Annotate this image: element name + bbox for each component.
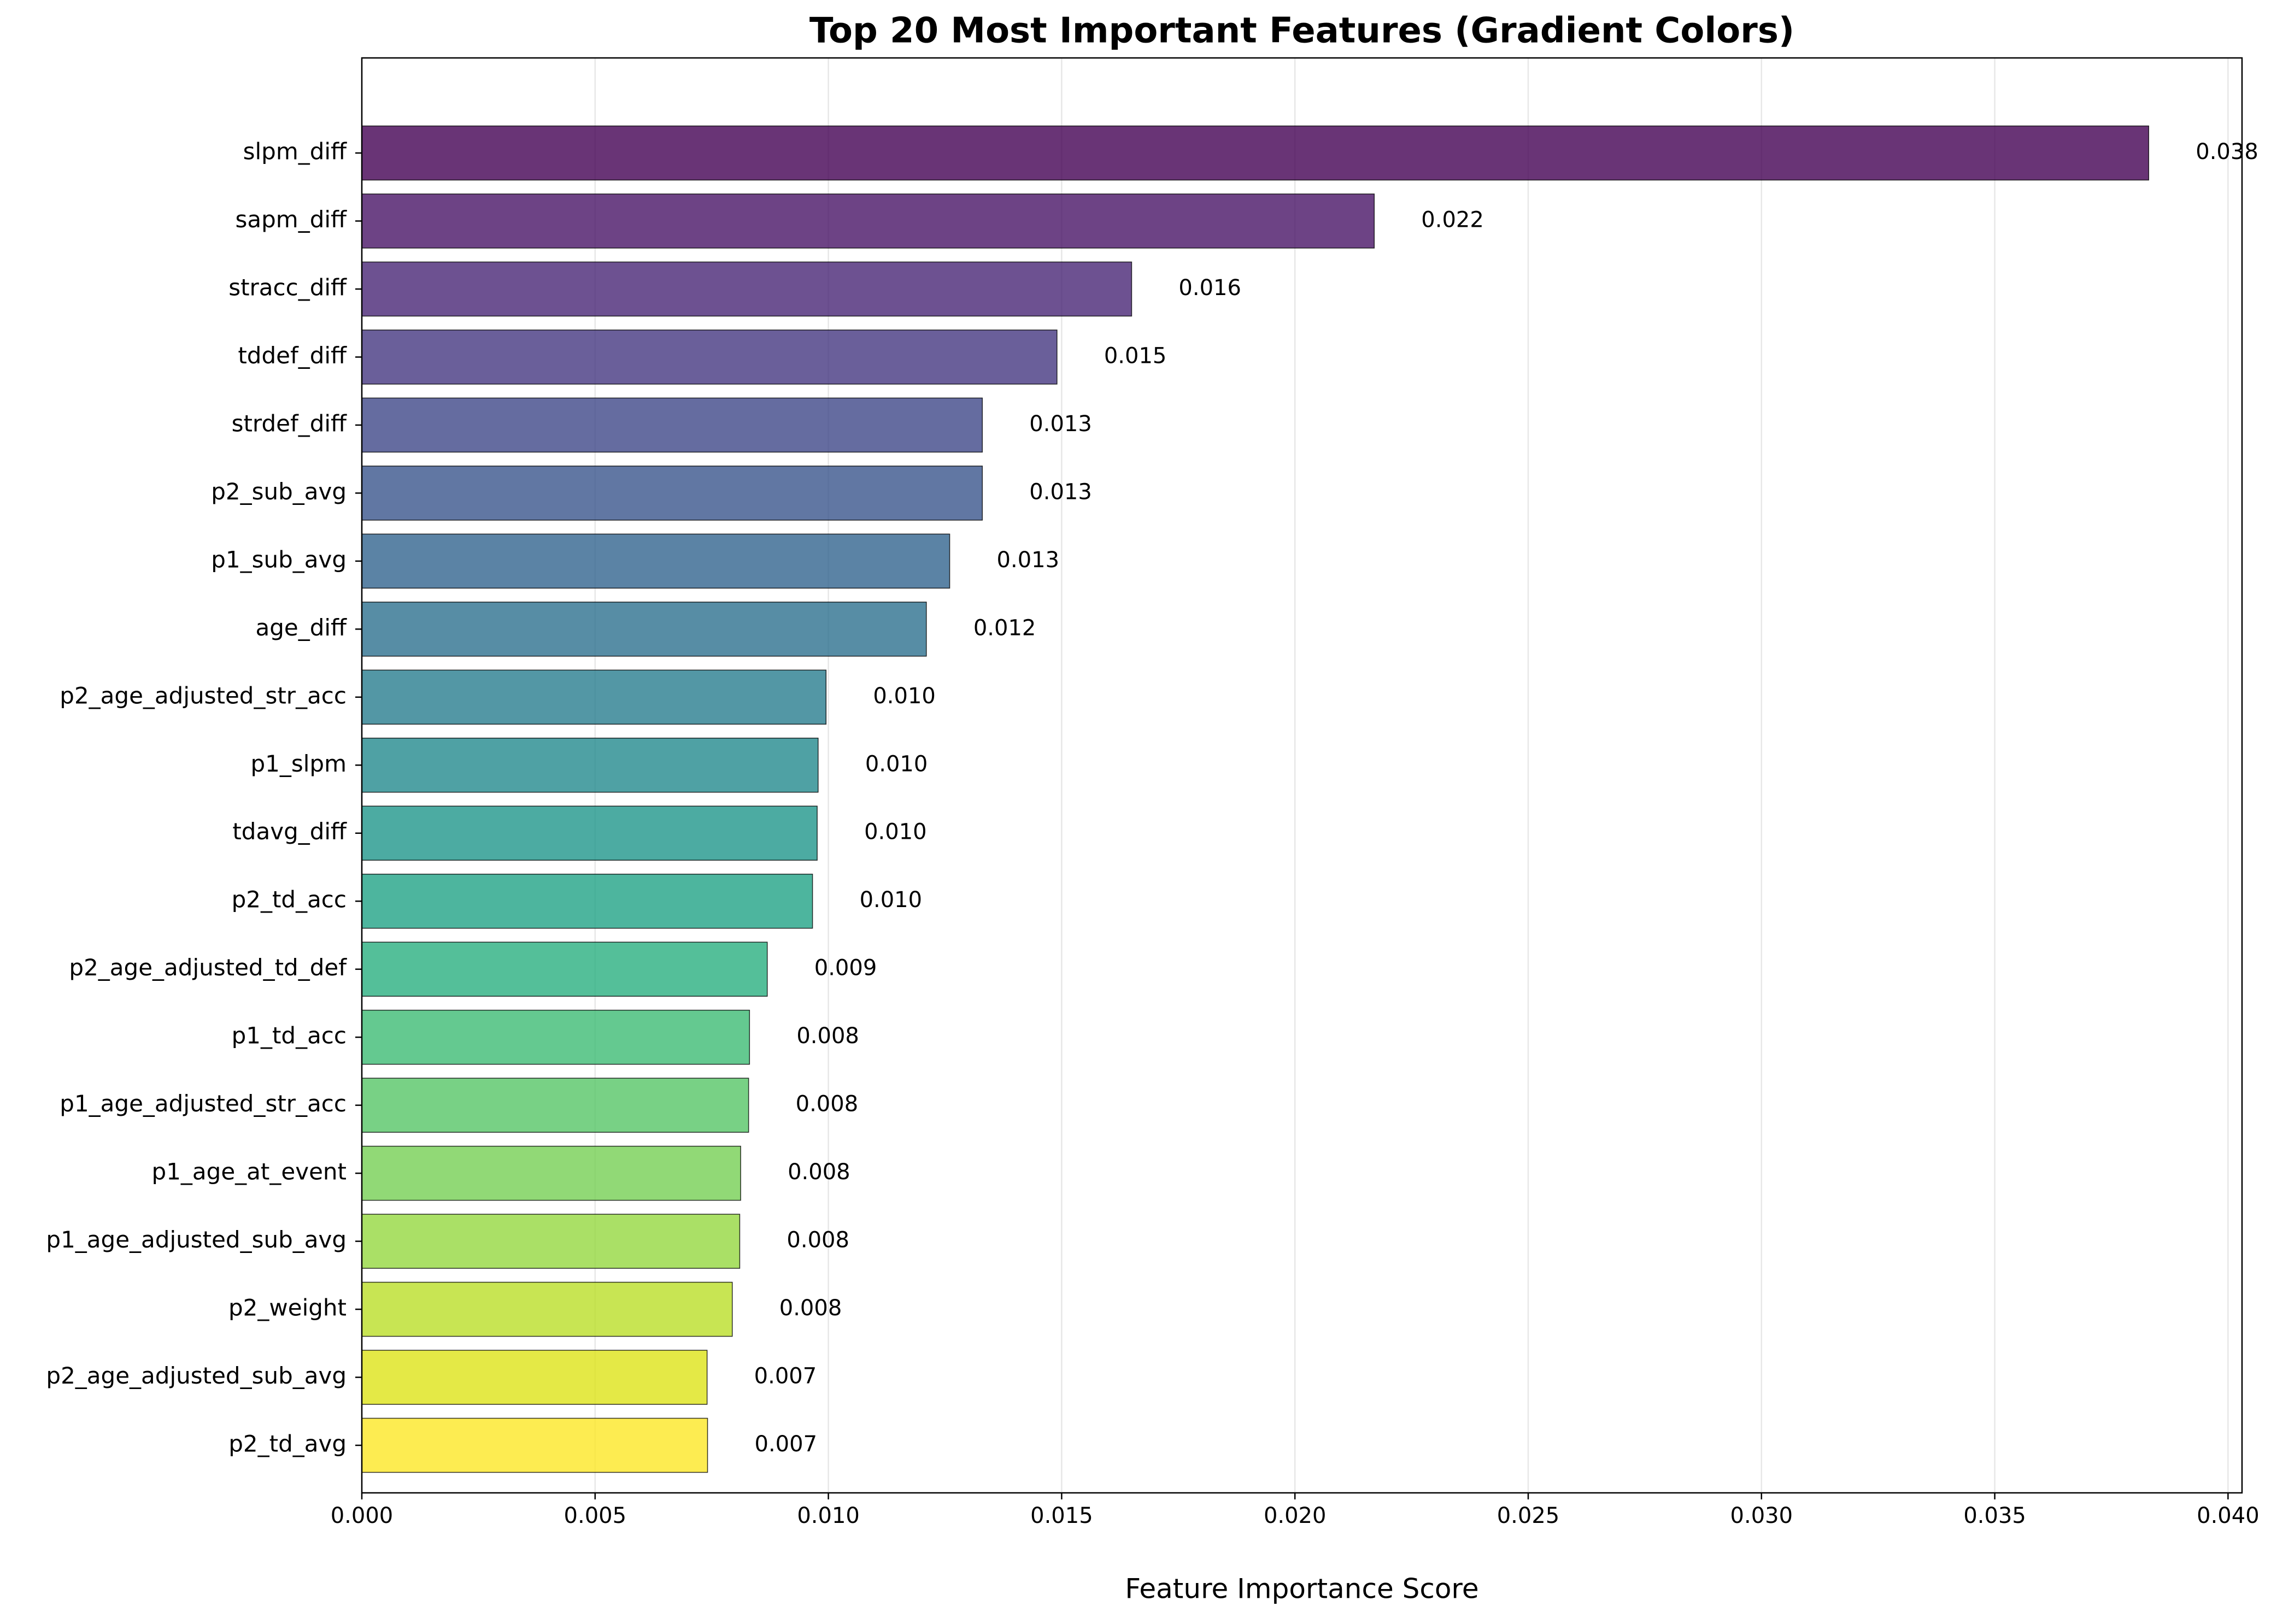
y-tick-label: p2_td_avg (228, 1431, 347, 1457)
bar-p1-age-adjusted-sub-avg (361, 1214, 741, 1269)
y-tick-label: age_diff (255, 614, 347, 641)
bar-sapm-diff (361, 193, 1375, 249)
x-tick-label: 0.000 (331, 1503, 394, 1528)
y-tick-label: p1_slpm (250, 750, 347, 777)
bars (361, 125, 2150, 1473)
y-tick-label: p2_td_acc (232, 886, 347, 913)
data-label: 0.007 (755, 1432, 818, 1457)
bar-p2-td-acc (361, 873, 813, 929)
chart-title: Top 20 Most Important Features (Gradient… (809, 11, 1794, 51)
data-label: 0.008 (787, 1228, 849, 1253)
data-label: 0.015 (1104, 343, 1167, 368)
y-tick-label: slpm_diff (243, 138, 347, 165)
data-label: 0.012 (973, 615, 1036, 640)
data-label: 0.010 (865, 751, 928, 776)
data-label: 0.007 (754, 1364, 817, 1389)
x-axis-title: Feature Importance Score (1125, 1573, 1478, 1605)
bar-p1-age-adjusted-str-acc (361, 1078, 749, 1133)
x-tick-label: 0.030 (1730, 1503, 1793, 1528)
y-tick-label: tddef_diff (238, 342, 347, 369)
bar-stracc-diff (361, 261, 1132, 317)
data-label: 0.022 (1421, 207, 1484, 232)
bar-p2-weight (361, 1281, 733, 1337)
y-tick-label: p1_age_adjusted_sub_avg (46, 1226, 347, 1253)
data-label: 0.008 (788, 1160, 850, 1185)
y-tick-label: p2_age_adjusted_td_def (69, 954, 347, 981)
y-tick-label: p2_age_adjusted_str_acc (60, 682, 347, 709)
y-tick-label: p1_age_adjusted_str_acc (60, 1090, 347, 1117)
y-tick-label: p1_td_acc (232, 1022, 347, 1049)
data-labels: 0.038 0.022 0.016 0.015 0.013 0.013 0.013 0.012… (754, 139, 2258, 1457)
bar-p1-sub-avg (361, 533, 950, 589)
bar-p1-td-acc (361, 1009, 750, 1065)
bar-p2-age-adjusted-sub-avg (361, 1350, 708, 1405)
plot-area-frame (361, 57, 2243, 1494)
data-label: 0.010 (873, 684, 936, 709)
y-tick-label: p1_age_at_event (152, 1158, 347, 1185)
x-tick-label: 0.020 (1264, 1503, 1327, 1528)
y-tick-label: p2_age_adjusted_sub_avg (46, 1362, 347, 1389)
y-tick-label: p2_sub_avg (211, 478, 347, 505)
x-tick-label: 0.005 (564, 1503, 627, 1528)
bar-age-diff (361, 602, 927, 657)
y-tick-label: p2_weight (228, 1295, 347, 1321)
x-tick-labels: 0.000 0.005 0.010 0.015 0.020 0.025 0.030 0.035… (331, 1493, 2260, 1528)
y-tick-label: p1_sub_avg (211, 546, 347, 573)
data-label: 0.038 (2196, 139, 2258, 164)
data-label: 0.013 (997, 548, 1060, 573)
x-tick-label: 0.015 (1030, 1503, 1093, 1528)
data-label: 0.009 (814, 956, 877, 981)
bar-p2-age-adjusted-td-def (361, 942, 768, 997)
bar-strdef-diff (361, 397, 983, 453)
bar-p1-age-at-event (361, 1145, 741, 1201)
bar-tddef-diff (361, 329, 1058, 385)
y-tick-label: stracc_diff (228, 274, 347, 301)
data-label: 0.013 (1029, 479, 1092, 504)
x-tick-label: 0.035 (1963, 1503, 2026, 1528)
bar-p2-sub-avg (361, 466, 983, 521)
y-tick-label: sapm_diff (236, 206, 348, 233)
data-label: 0.013 (1029, 411, 1092, 437)
data-label: 0.008 (796, 1023, 859, 1049)
y-tick-label: strdef_diff (232, 410, 347, 437)
x-tick-label: 0.040 (2197, 1503, 2260, 1528)
bar-tdavg-diff (361, 805, 818, 861)
data-label: 0.010 (860, 887, 923, 913)
bar-p2-age-adjusted-str-acc (361, 669, 827, 725)
y-tick-labels: slpm_diff sapm_diff stracc_diff tddef_diffs… (46, 138, 362, 1457)
x-tick-label: 0.010 (797, 1503, 860, 1528)
data-label: 0.016 (1178, 275, 1241, 301)
x-tick-label: 0.025 (1497, 1503, 1560, 1528)
bar-p2-td-avg (361, 1417, 708, 1473)
data-label: 0.010 (864, 820, 927, 845)
data-label: 0.008 (779, 1296, 842, 1321)
bar-slpm-diff (361, 125, 2150, 181)
data-label: 0.008 (796, 1092, 859, 1117)
y-tick-label: tdavg_diff (232, 818, 347, 845)
bar-p1-slpm (361, 738, 819, 793)
